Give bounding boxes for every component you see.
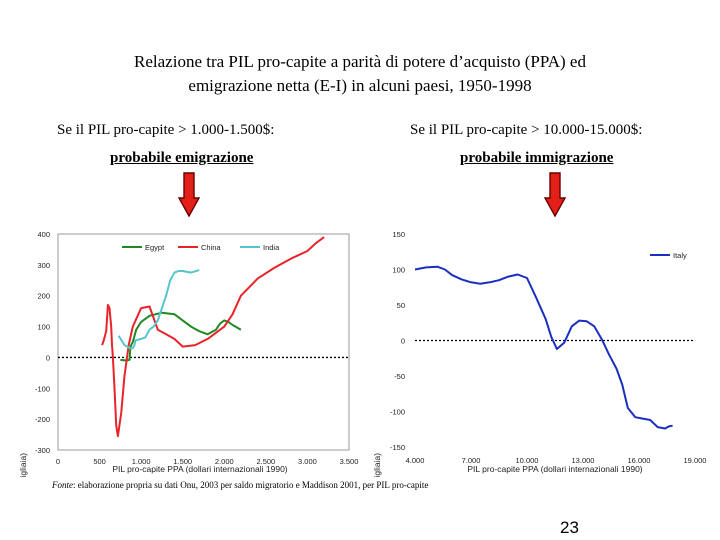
left-condition: Se il PIL pro-capite > 1.000-1.500$: — [57, 122, 275, 138]
y-tick-label: 150 — [392, 230, 405, 239]
legend-label: Italy — [673, 251, 687, 260]
x-tick-label: 3.500 — [340, 457, 359, 466]
x-tick-label: 13.000 — [572, 456, 595, 465]
y-tick-label: -100 — [390, 408, 405, 417]
right-label: probabile immigrazione — [460, 150, 614, 166]
series-line-china — [101, 236, 325, 438]
source-note: Fonte: elaborazione propria su dati Onu,… — [52, 480, 428, 490]
series-line-india — [117, 269, 200, 350]
right-down-arrow-icon — [544, 172, 566, 218]
y-tick-label: -300 — [35, 446, 50, 455]
x-tick-label: 500 — [93, 457, 106, 466]
right-chart: emigrati - immigrati (migliaia) 150 100 50… — [372, 230, 707, 478]
x-tick-label: 1.000 — [132, 457, 151, 466]
left-y-axis-label: emigrati - immigrati (migliaia) — [18, 453, 28, 478]
x-tick-label: 2.000 — [215, 457, 234, 466]
right-condition: Se il PIL pro-capite > 10.000-15.000$: — [410, 122, 643, 138]
source-label: Fonte — [52, 480, 73, 490]
series-line-italy — [414, 265, 673, 430]
x-tick-label: 1.500 — [173, 457, 192, 466]
page-number: 23 — [560, 518, 579, 537]
y-tick-label: 400 — [37, 230, 50, 239]
y-tick-label: 0 — [401, 337, 405, 346]
left-chart: emigrati - immigrati (migliaia) 400 300 20… — [18, 230, 359, 478]
x-tick-label: 10.000 — [516, 456, 539, 465]
x-tick-label: 0 — [56, 457, 60, 466]
right-y-axis-label: emigrati - immigrati (migliaia) — [372, 453, 382, 478]
x-tick-label: 3.000 — [298, 457, 317, 466]
y-tick-label: -100 — [35, 384, 50, 393]
title-line-2: emigrazione netta (E-I) in alcuni paesi,… — [188, 76, 532, 95]
y-tick-label: 0 — [46, 353, 50, 362]
y-tick-label: 100 — [392, 266, 405, 275]
legend-label: China — [201, 243, 221, 252]
legend-label: India — [263, 243, 280, 252]
y-tick-label: 50 — [397, 301, 405, 310]
y-tick-label: -200 — [35, 415, 50, 424]
y-tick-label: -50 — [394, 372, 405, 381]
title-line-1: Relazione tra PIL pro-capite a parità di… — [134, 52, 586, 71]
x-tick-label: 7.000 — [462, 456, 481, 465]
series-line-egypt — [120, 311, 242, 362]
x-tick-label: 16.000 — [628, 456, 651, 465]
plot-frame — [57, 233, 350, 451]
y-tick-label: -150 — [390, 443, 405, 452]
y-tick-label: 100 — [37, 323, 50, 332]
source-text: : elaborazione propria su dati Onu, 2003… — [73, 480, 429, 490]
x-tick-label: 19.000 — [684, 456, 707, 465]
legend-label: Egypt — [145, 243, 165, 252]
y-tick-label: 200 — [37, 292, 50, 301]
x-tick-label: 4.000 — [406, 456, 425, 465]
slide-title: Relazione tra PIL pro-capite a parità di… — [40, 50, 680, 98]
right-x-axis-label: PIL pro-capite PPA (dollari internaziona… — [467, 464, 642, 474]
left-label: probabile emigrazione — [110, 150, 254, 166]
left-x-axis-label: PIL pro-capite PPA (dollari internaziona… — [112, 464, 287, 474]
left-down-arrow-icon — [178, 172, 200, 218]
y-tick-label: 300 — [37, 261, 50, 270]
x-tick-label: 2.500 — [256, 457, 275, 466]
